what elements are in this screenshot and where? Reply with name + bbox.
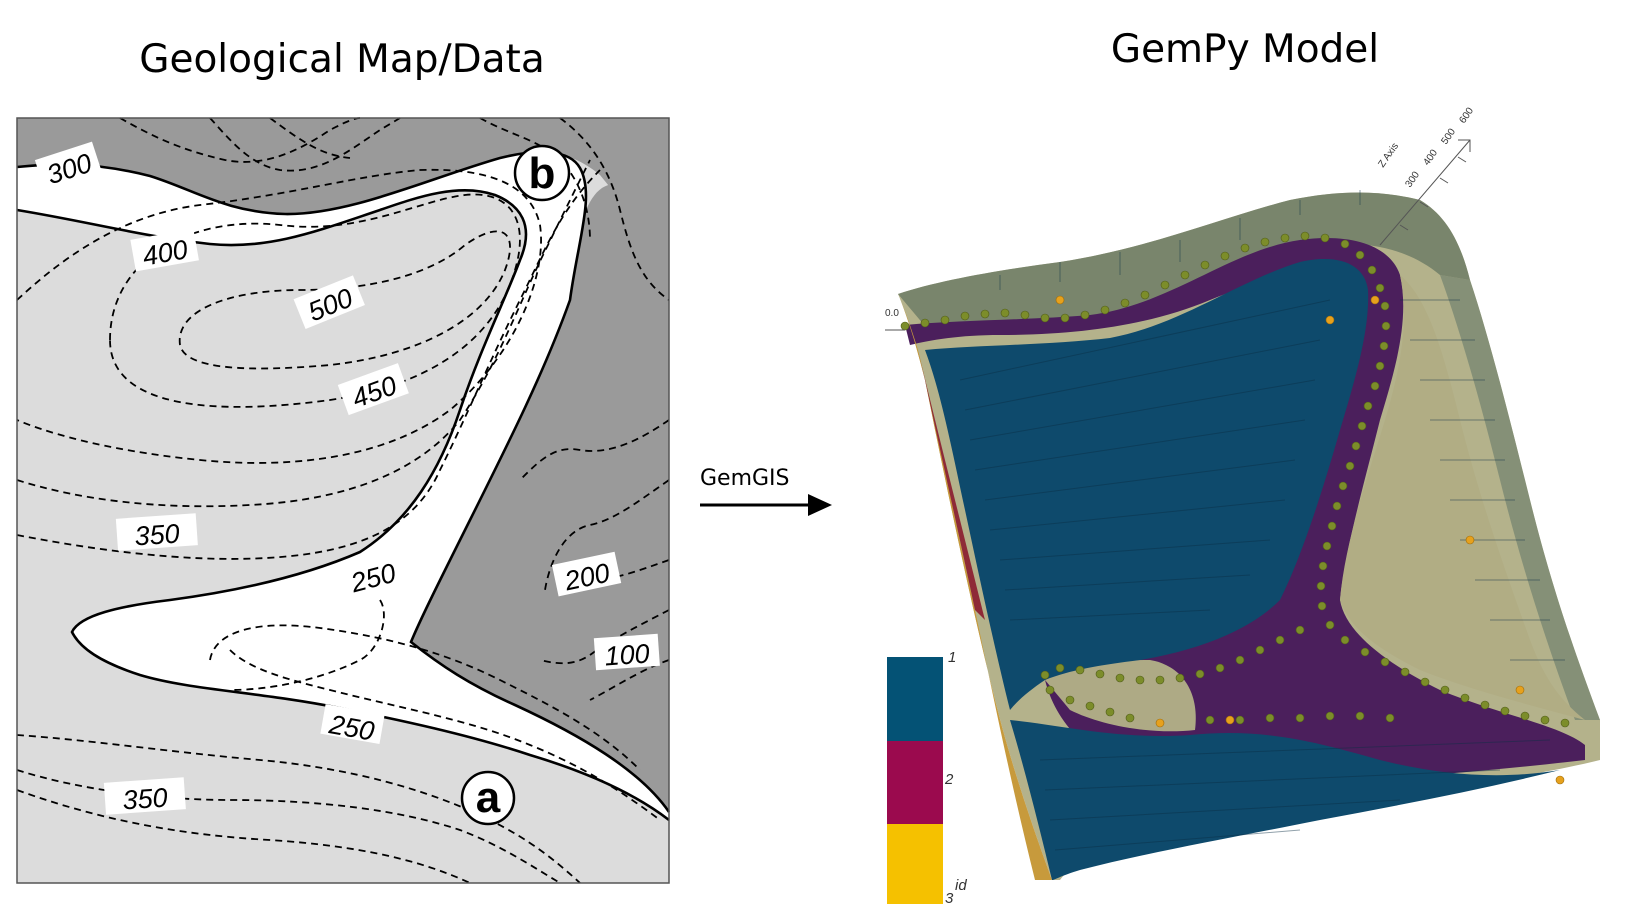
colorbar: 1 2 3 id: [887, 649, 967, 907]
point-a-label: a: [476, 773, 501, 822]
unit-khaki-wedge: [1340, 275, 1585, 720]
point-a-marker: a: [460, 770, 516, 826]
axis-tick-600: 600: [1457, 105, 1476, 125]
left-title: Geological Map/Data: [139, 37, 545, 82]
colorbar-segment-1: [887, 657, 943, 741]
point-b-label: b: [529, 149, 556, 198]
colorbar-tick-1: 1: [948, 649, 956, 666]
arrow-head-icon: [808, 494, 832, 516]
colorbar-title: id: [955, 877, 967, 894]
right-title: GemPy Model: [1111, 27, 1379, 72]
axis-tick-400: 400: [1421, 147, 1440, 167]
voxel-grid: [959, 190, 1565, 851]
axis-tick-300: 300: [1403, 169, 1422, 189]
geological-map: 300 400 500 450 350 250 200 100 250 350: [16, 117, 671, 884]
arrow-label: GemGIS: [700, 466, 790, 491]
model-top-face: [898, 192, 1470, 332]
point-b-marker: b: [513, 144, 571, 202]
unit-purple: [905, 238, 1585, 786]
axis-tick-500: 500: [1439, 126, 1458, 146]
colorbar-tick-3: 3: [945, 890, 954, 907]
gempy-model: Z Axis 300 400 500 600 0.0: [885, 105, 1600, 880]
surface-points: [900, 231, 1570, 728]
contour-label-100: 100: [604, 638, 651, 671]
colorbar-segment-2: [887, 741, 943, 824]
white-band-unit: [17, 152, 669, 820]
axis-origin-label: 0.0: [885, 308, 899, 319]
colorbar-segment-3: [887, 824, 943, 904]
top-dark-unit: [17, 118, 669, 260]
orientation-points: [1055, 295, 1565, 785]
colorbar-tick-2: 2: [944, 771, 954, 788]
model-right-face: [1440, 275, 1600, 720]
contour-label-350-west: 350: [134, 518, 181, 551]
axis-title: Z Axis: [1376, 141, 1401, 170]
gemgis-arrow: GemGIS: [700, 466, 832, 516]
map-frame: [16, 117, 670, 884]
contour-label-350-south: 350: [122, 782, 169, 815]
unit-blue-main: [925, 259, 1369, 710]
unit-blue-lower: [1010, 720, 1560, 880]
